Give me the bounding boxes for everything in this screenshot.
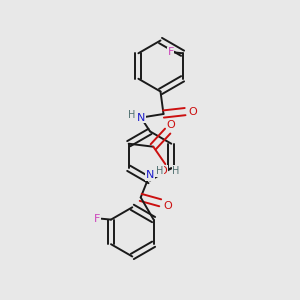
Text: H: H: [128, 110, 136, 120]
Text: O: O: [188, 106, 197, 117]
Text: N: N: [137, 112, 145, 123]
Text: O: O: [166, 120, 175, 130]
Text: H: H: [172, 166, 179, 176]
Text: F: F: [94, 214, 101, 224]
Text: O: O: [163, 201, 172, 211]
Text: O: O: [158, 166, 167, 176]
Text: N: N: [146, 170, 154, 180]
Text: H: H: [156, 166, 163, 176]
Text: F: F: [167, 47, 174, 57]
